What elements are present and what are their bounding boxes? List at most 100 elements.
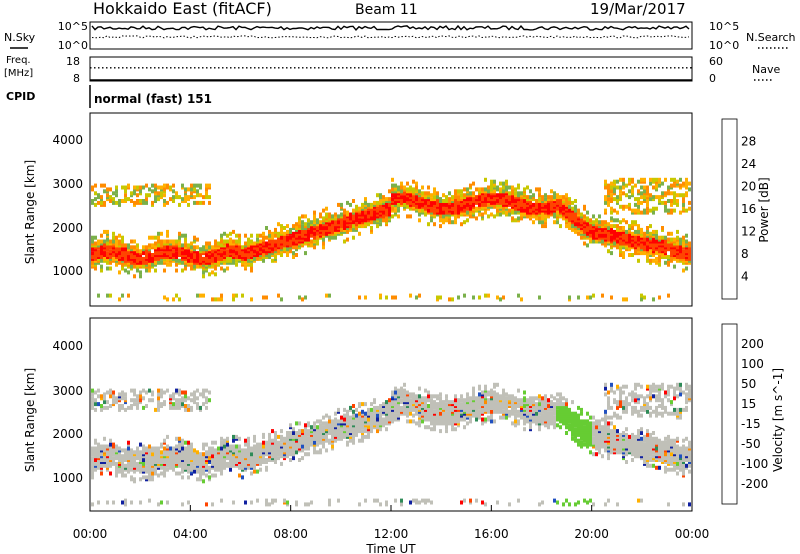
power-cell (658, 258, 661, 263)
velocity-cell (127, 405, 130, 410)
power-cell (688, 181, 691, 186)
velocity-cell (538, 398, 541, 403)
velocity-cell (400, 390, 403, 395)
velocity-cell (133, 402, 136, 407)
power-cell (103, 200, 106, 205)
velocity-cell (214, 456, 217, 461)
power-cell (667, 237, 670, 242)
velocity-cell (148, 477, 151, 482)
velocity-cell (175, 444, 178, 449)
power-cell (493, 189, 496, 194)
power-cell (133, 200, 136, 205)
velocity-cell (352, 409, 355, 414)
power-cell (670, 237, 673, 242)
power-cell (331, 235, 334, 240)
power-cell (676, 199, 679, 203)
velocity-cell (496, 382, 499, 387)
power-cell (118, 239, 121, 244)
power-colorbar-tick: 20 (741, 180, 756, 194)
velocity-cell (103, 405, 106, 410)
velocity-cell (295, 421, 298, 426)
power-cell (169, 185, 172, 190)
velocity-cell (130, 388, 133, 393)
velocity-cell (511, 394, 514, 399)
power-colorbar-tick: 12 (741, 225, 756, 239)
velocity-cell (286, 500, 289, 505)
velocity-cell (169, 446, 172, 451)
power-cell (673, 177, 676, 182)
power-cell (418, 293, 421, 298)
velocity-cell (532, 405, 535, 410)
power-cell (121, 293, 124, 298)
velocity-cell (292, 456, 295, 461)
velocity-cell (256, 442, 259, 447)
power-cell (508, 195, 511, 200)
power-cell (649, 231, 652, 236)
power-cell (571, 200, 574, 205)
velocity-cell (271, 498, 274, 503)
power-cell (214, 297, 217, 302)
velocity-cell (430, 398, 433, 403)
power-cell (556, 206, 559, 211)
velocity-cell (424, 388, 427, 393)
power-cell (487, 185, 490, 190)
power-cell (655, 260, 658, 265)
power-cell (409, 293, 412, 298)
power-cell (538, 220, 541, 225)
power-cell (511, 189, 514, 194)
power-cell (583, 214, 586, 219)
velocity-cell (475, 396, 478, 401)
power-cell (145, 183, 148, 188)
velocity-cell (349, 438, 352, 443)
power-cell (166, 183, 169, 188)
power-cell (202, 293, 205, 298)
power-cell (604, 195, 607, 200)
power-cell (661, 226, 664, 230)
power-cell (658, 183, 661, 188)
power-cell (538, 216, 541, 221)
power-cell (166, 262, 169, 267)
power-cell (202, 195, 205, 200)
power-cell (670, 183, 673, 188)
velocity-cell (142, 444, 145, 449)
velocity-cell (532, 400, 535, 405)
power-cell (184, 199, 187, 203)
power-cell (412, 179, 415, 184)
velocity-cell (508, 394, 511, 399)
power-cell (631, 177, 634, 182)
velocity-cell (301, 456, 304, 461)
velocity-cell (193, 394, 196, 399)
velocity-cell (133, 450, 136, 455)
power-cell (370, 202, 373, 207)
velocity-cell (304, 444, 307, 449)
velocity-cell (226, 442, 229, 447)
velocity-cell (460, 405, 463, 410)
power-cell (232, 239, 235, 244)
velocity-cell (142, 388, 145, 393)
power-cell (568, 200, 571, 205)
power-ytick-3000: 3000 (52, 177, 83, 191)
power-cell (142, 199, 145, 203)
power-cell (673, 208, 676, 213)
velocity-cell (160, 388, 163, 393)
power-cell (448, 220, 451, 225)
velocity-cell (211, 473, 214, 478)
velocity-cell (382, 417, 385, 422)
velocity-cell (136, 398, 139, 403)
velocity-cell (220, 471, 223, 476)
power-cell (604, 220, 607, 225)
velocity-cell (220, 498, 223, 503)
velocity-cell (484, 417, 487, 422)
velocity-cell (247, 436, 250, 441)
power-cell (235, 233, 238, 238)
velocity-cell (163, 438, 166, 443)
power-cell (442, 199, 445, 203)
power-cell (196, 183, 199, 188)
velocity-cell (184, 407, 187, 412)
velocity-cell (100, 404, 103, 408)
power-cell (130, 245, 133, 250)
power-cell (184, 266, 187, 271)
power-cell (415, 181, 418, 186)
velocity-cell (196, 388, 199, 393)
power-cell (175, 191, 178, 196)
